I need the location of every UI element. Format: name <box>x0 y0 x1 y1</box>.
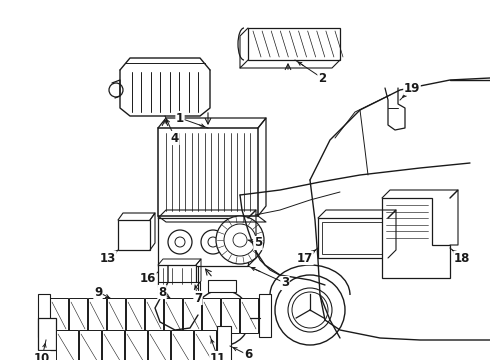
Bar <box>126 298 144 333</box>
Bar <box>88 298 106 333</box>
Bar <box>158 128 258 216</box>
Text: 3: 3 <box>281 276 289 289</box>
Bar <box>194 330 216 360</box>
Text: 17: 17 <box>297 252 313 265</box>
Text: 5: 5 <box>254 237 262 249</box>
Text: 1: 1 <box>176 112 184 125</box>
Circle shape <box>204 300 240 336</box>
Bar <box>50 298 68 333</box>
Bar <box>38 294 50 337</box>
Text: 2: 2 <box>318 72 326 85</box>
Bar <box>148 330 170 360</box>
Text: 8: 8 <box>158 285 166 298</box>
Bar <box>221 298 239 333</box>
Bar <box>69 298 87 333</box>
Circle shape <box>194 290 250 346</box>
Circle shape <box>275 275 345 345</box>
Bar <box>318 218 388 258</box>
Text: 19: 19 <box>404 81 420 94</box>
Circle shape <box>216 216 264 264</box>
Text: 6: 6 <box>244 348 252 360</box>
Bar <box>183 298 201 333</box>
Bar <box>171 330 193 360</box>
Text: 11: 11 <box>210 351 226 360</box>
Bar <box>158 282 200 300</box>
Bar <box>118 220 150 250</box>
Bar <box>322 222 384 254</box>
Circle shape <box>201 230 225 254</box>
Bar <box>102 330 124 360</box>
Text: 9: 9 <box>94 285 102 298</box>
Circle shape <box>175 237 185 247</box>
Circle shape <box>292 292 328 328</box>
Bar <box>217 326 231 360</box>
Bar <box>107 298 125 333</box>
Circle shape <box>288 288 332 332</box>
Bar <box>79 330 101 360</box>
Polygon shape <box>382 198 450 278</box>
Text: 13: 13 <box>100 252 116 265</box>
Bar <box>202 298 220 333</box>
Bar <box>125 330 147 360</box>
Bar <box>248 28 340 60</box>
Circle shape <box>233 233 247 247</box>
Text: 18: 18 <box>454 252 470 265</box>
Bar <box>240 298 258 333</box>
Text: 10: 10 <box>34 351 50 360</box>
Text: 16: 16 <box>140 271 156 284</box>
Circle shape <box>208 237 218 247</box>
Bar <box>208 280 236 292</box>
Bar <box>158 265 196 287</box>
Bar <box>145 298 163 333</box>
Bar <box>56 330 78 360</box>
Bar <box>259 294 271 337</box>
Text: 7: 7 <box>194 292 202 305</box>
Bar <box>164 298 182 333</box>
Circle shape <box>224 224 256 256</box>
Bar <box>38 318 56 350</box>
Bar <box>158 218 248 266</box>
Circle shape <box>168 230 192 254</box>
Text: 4: 4 <box>171 131 179 144</box>
Circle shape <box>109 83 123 97</box>
